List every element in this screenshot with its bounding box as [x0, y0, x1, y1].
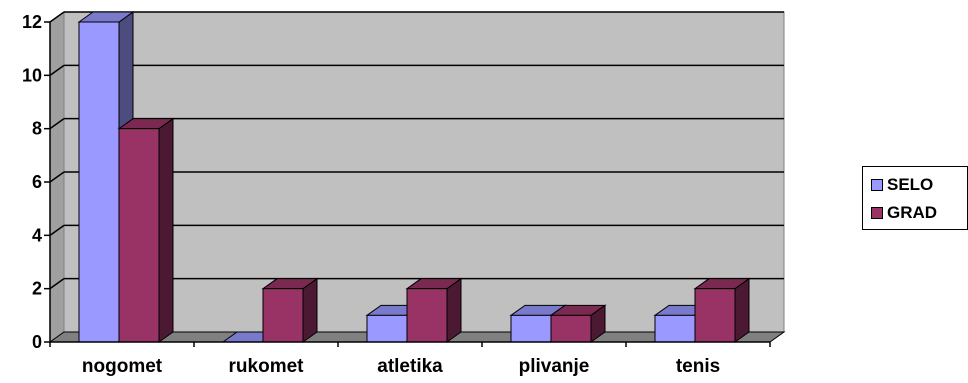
bar-side	[734, 277, 750, 343]
y-tick-label: 2	[32, 279, 42, 299]
bar-grad-atletika	[405, 277, 463, 343]
legend-label-grad: GRAD	[887, 203, 938, 222]
bar-front	[118, 128, 160, 343]
gridline-side	[49, 171, 65, 183]
bar-front	[366, 314, 408, 343]
chart-legend: SELO GRAD	[862, 166, 968, 230]
legend-label-selo: SELO	[887, 175, 934, 194]
x-tick-label: nogomet	[82, 356, 163, 377]
bar-front	[406, 288, 448, 343]
bar-grad-nogomet	[117, 117, 175, 343]
y-axis-tick-labels: 0 2 4 6 8 10 12	[22, 12, 50, 352]
y-tick-label: 0	[32, 332, 42, 352]
gridline-side	[49, 64, 65, 76]
y-tick-label: 12	[22, 12, 42, 32]
bar-side	[446, 277, 462, 343]
gridline-side	[49, 11, 65, 23]
bar-front	[694, 288, 736, 343]
bar-front	[654, 314, 696, 343]
x-axis-tick-labels: nogomet rukomet atletika plivanje tenis	[82, 356, 720, 377]
gridline-side	[49, 118, 65, 130]
legend-entry-selo: SELO	[871, 175, 934, 194]
bar-front	[510, 314, 552, 343]
legend-entry-grad: GRAD	[871, 203, 938, 222]
legend-swatch-grad	[871, 207, 883, 219]
gridline-side	[49, 224, 65, 236]
y-tick-label: 10	[22, 65, 42, 85]
y-tick-label: 4	[32, 225, 42, 245]
gridline-side	[49, 278, 65, 290]
x-tick-label: plivanje	[519, 356, 590, 377]
bar-side	[158, 117, 174, 343]
y-tick-label: 6	[32, 172, 42, 192]
x-tick-label: tenis	[676, 356, 720, 377]
chart-bars	[77, 11, 751, 343]
bar-front	[262, 288, 304, 343]
bar-front	[550, 314, 592, 343]
x-tick-label: rukomet	[229, 356, 305, 377]
bar-grad-tenis	[693, 277, 751, 343]
bar-grad-plivanje	[549, 304, 607, 343]
bar-front	[78, 21, 120, 343]
bar-grad-rukomet	[261, 277, 319, 343]
bar-side	[302, 277, 318, 343]
legend-swatch-selo	[871, 179, 883, 191]
y-tick-label: 8	[32, 119, 42, 139]
x-tick-label: atletika	[377, 356, 443, 377]
